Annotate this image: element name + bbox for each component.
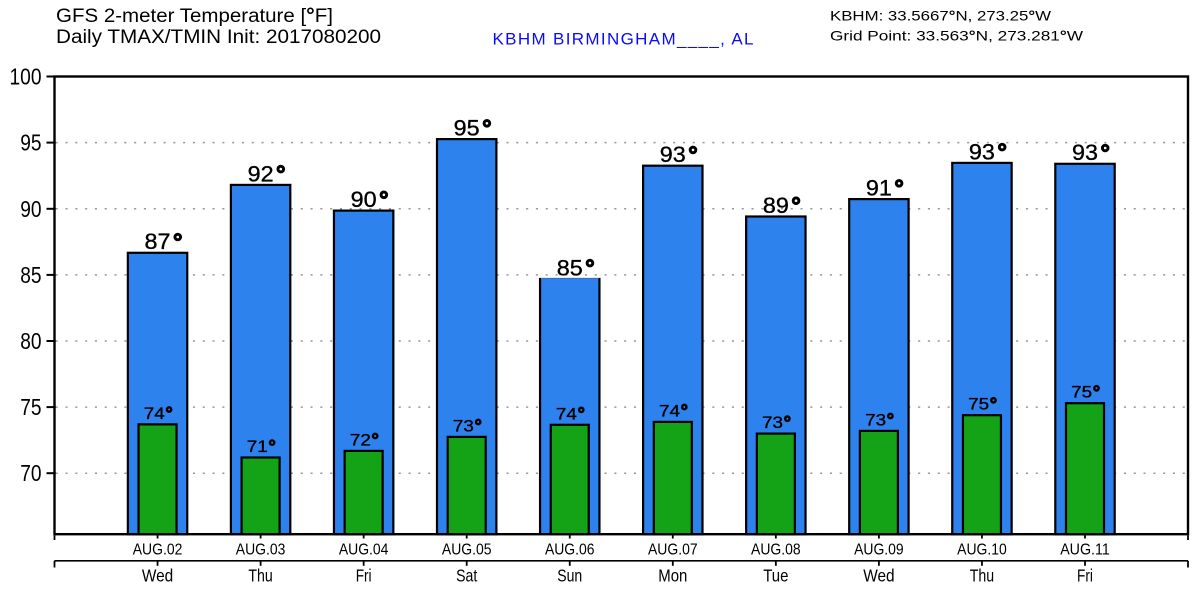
svg-text:AUG.08: AUG.08 bbox=[751, 542, 801, 559]
svg-text:Fri: Fri bbox=[1077, 565, 1093, 585]
svg-text:AUG.09: AUG.09 bbox=[854, 542, 904, 559]
svg-text:74: 74 bbox=[144, 404, 165, 423]
svg-text:Thu: Thu bbox=[970, 565, 994, 585]
svg-text:Wed: Wed bbox=[863, 565, 894, 585]
svg-text:AUG.03: AUG.03 bbox=[236, 542, 286, 559]
svg-text:85: 85 bbox=[557, 255, 583, 280]
svg-text:72: 72 bbox=[350, 430, 371, 449]
svg-text:KBHM: 33.5667°N, 273.25°W: KBHM: 33.5667 °N, 273.25 °W bbox=[830, 8, 1052, 24]
svg-text:95: 95 bbox=[454, 116, 480, 141]
svg-text:80: 80 bbox=[20, 328, 41, 354]
svg-text:87: 87 bbox=[145, 229, 171, 254]
svg-text:73: 73 bbox=[865, 410, 886, 429]
svg-text:AUG.06: AUG.06 bbox=[545, 542, 595, 559]
svg-text:100: 100 bbox=[10, 64, 42, 90]
svg-text:AUG.05: AUG.05 bbox=[442, 542, 492, 559]
svg-text:Tue: Tue bbox=[763, 565, 788, 585]
svg-text:85: 85 bbox=[20, 262, 41, 288]
svg-text:75: 75 bbox=[1071, 383, 1092, 402]
svg-text:Mon: Mon bbox=[658, 565, 687, 585]
svg-text:93: 93 bbox=[1072, 140, 1098, 165]
svg-text:74: 74 bbox=[659, 401, 680, 420]
svg-text:92: 92 bbox=[248, 161, 274, 186]
svg-text:KBHM BIRMINGHAM____, AL: KBHM BIRMINGHAM____, AL bbox=[493, 30, 754, 49]
svg-text:AUG.07: AUG.07 bbox=[648, 542, 698, 559]
svg-text:75: 75 bbox=[20, 394, 41, 420]
svg-text:Sat: Sat bbox=[456, 565, 477, 585]
svg-text:AUG.11: AUG.11 bbox=[1060, 542, 1110, 559]
svg-text:74: 74 bbox=[556, 404, 577, 423]
svg-text:73: 73 bbox=[762, 413, 783, 432]
svg-text:91: 91 bbox=[866, 176, 892, 201]
svg-text:93: 93 bbox=[660, 142, 686, 167]
svg-text:75: 75 bbox=[968, 395, 989, 414]
svg-text:73: 73 bbox=[453, 416, 474, 435]
svg-text:AUG.10: AUG.10 bbox=[957, 542, 1007, 559]
svg-text:95: 95 bbox=[20, 130, 41, 156]
svg-text:AUG.02: AUG.02 bbox=[133, 542, 183, 559]
svg-text:GFS 2-meter Temperature [°F]: GFS 2-meter Temperature [°F] bbox=[56, 5, 333, 27]
svg-text:Thu: Thu bbox=[248, 565, 272, 585]
svg-text:Wed: Wed bbox=[142, 565, 173, 585]
svg-text:Grid Point: 33.563°N, 273.281°: Grid Point: 33.563 °N, 273.281 °W bbox=[830, 28, 1084, 44]
svg-text:Fri: Fri bbox=[356, 565, 372, 585]
svg-text:89: 89 bbox=[763, 193, 789, 218]
svg-text:70: 70 bbox=[20, 460, 41, 486]
svg-text:AUG.04: AUG.04 bbox=[339, 542, 389, 559]
svg-text:71: 71 bbox=[247, 437, 268, 456]
svg-text:90: 90 bbox=[20, 196, 41, 222]
svg-text:Sun: Sun bbox=[557, 565, 582, 585]
svg-text:Daily TMAX/TMIN Init: 20170802: Daily TMAX/TMIN Init: 2017080200 bbox=[56, 27, 381, 48]
svg-text:93: 93 bbox=[969, 139, 995, 164]
svg-text:90: 90 bbox=[351, 187, 377, 212]
